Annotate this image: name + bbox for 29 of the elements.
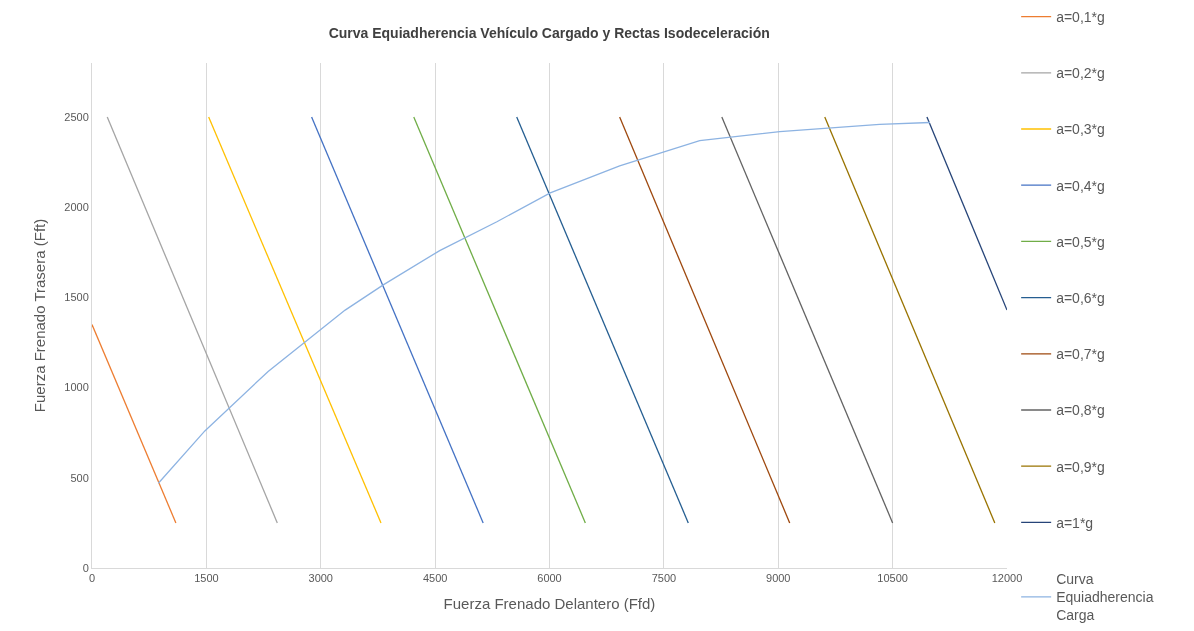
x-axis-title: Fuerza Frenado Delantero (Ffd) bbox=[443, 595, 656, 613]
legend-label: a=1*g bbox=[1056, 514, 1094, 531]
legend-label: Curva Equiadherencia Carga bbox=[1056, 571, 1154, 624]
x-tick-label: 1500 bbox=[194, 572, 219, 585]
x-tick-label: 12000 bbox=[991, 572, 1023, 585]
y-tick-label: 2000 bbox=[64, 201, 89, 214]
legend-label: a=0,4*g bbox=[1056, 177, 1105, 194]
legend-label: a=0,9*g bbox=[1056, 458, 1105, 475]
legend-label: a=0,2*g bbox=[1056, 65, 1105, 82]
y-tick-label: 1500 bbox=[64, 291, 89, 304]
y-tick-label: 0 bbox=[82, 561, 89, 574]
x-tick-label: 4500 bbox=[422, 572, 448, 585]
legend-label: a=0,3*g bbox=[1056, 121, 1105, 138]
line-series bbox=[157, 121, 931, 484]
x-tick-label: 6000 bbox=[537, 572, 562, 585]
y-tick-label: 2500 bbox=[64, 110, 89, 123]
y-axis-title: Fuerza Frenado Trasera (Fft) bbox=[30, 218, 48, 413]
legend-label: a=0,1*g bbox=[1056, 9, 1105, 26]
x-tick-label: 10500 bbox=[877, 572, 908, 585]
legend-label: a=0,5*g bbox=[1056, 233, 1105, 250]
x-tick-label: 7500 bbox=[651, 572, 677, 585]
legend-label: a=0,8*g bbox=[1056, 402, 1105, 419]
x-tick-label: 9000 bbox=[766, 572, 791, 585]
chart-title: Curva Equiadherencia Vehículo Cargado y Rectas Isodeceleración bbox=[328, 25, 770, 42]
y-tick-label: 1000 bbox=[64, 381, 89, 394]
legend-label: a=0,6*g bbox=[1056, 290, 1105, 307]
y-tick-label: 500 bbox=[70, 471, 89, 484]
x-tick-label: 3000 bbox=[308, 572, 333, 585]
legend-label: a=0,7*g bbox=[1056, 346, 1105, 363]
